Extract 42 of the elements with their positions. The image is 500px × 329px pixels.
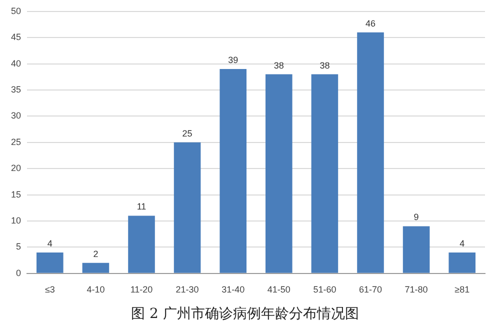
bar <box>266 74 292 273</box>
y-tick-label: 25 <box>10 136 22 147</box>
bar <box>174 142 201 273</box>
bar <box>402 226 430 273</box>
y-tick-label: 35 <box>10 84 22 94</box>
x-tick-label: 61-70 <box>358 284 382 294</box>
bar <box>82 262 110 273</box>
x-tick-label: 41-50 <box>267 284 290 294</box>
bar <box>448 252 476 273</box>
y-tick-label: 20 <box>10 163 22 174</box>
y-tick-label: 15 <box>10 189 22 200</box>
x-tick-label: 71-80 <box>404 284 428 294</box>
y-tick-label: 45 <box>10 32 22 42</box>
data-label: 11 <box>136 202 146 212</box>
bar <box>357 32 384 273</box>
data-label: 2 <box>93 248 98 259</box>
bar <box>128 216 155 273</box>
bar <box>220 69 246 273</box>
data-label: 38 <box>274 60 284 70</box>
text: 图 2 广州市确诊病例年龄分布情况图 <box>131 306 359 322</box>
y-tick-label: 5 <box>16 242 22 252</box>
x-tick-label: 51-60 <box>313 284 336 294</box>
bar <box>311 74 338 273</box>
data-label: 9 <box>414 212 419 222</box>
y-tick-label: 0 <box>16 268 22 278</box>
x-tick-label: 11-20 <box>130 284 153 294</box>
x-tick-label: 31-40 <box>222 284 245 294</box>
x-tick-label: ≤3 <box>44 284 55 294</box>
data-label: 38 <box>320 60 330 70</box>
x-tick-label: 21-30 <box>176 284 199 294</box>
x-tick-label: 4-10 <box>86 284 105 294</box>
y-tick-label: 40 <box>10 58 22 68</box>
data-label: 25 <box>182 128 192 138</box>
data-label: 4 <box>460 238 465 248</box>
y-tick-label: 30 <box>10 110 22 121</box>
data-label: 39 <box>228 55 238 66</box>
data-label: 4 <box>47 238 52 248</box>
y-tick-label: 50 <box>10 6 22 16</box>
data-label: 46 <box>365 18 376 28</box>
x-tick-label: ≥81 <box>454 284 470 294</box>
y-tick-label: 10 <box>10 215 22 226</box>
bar <box>36 252 64 273</box>
